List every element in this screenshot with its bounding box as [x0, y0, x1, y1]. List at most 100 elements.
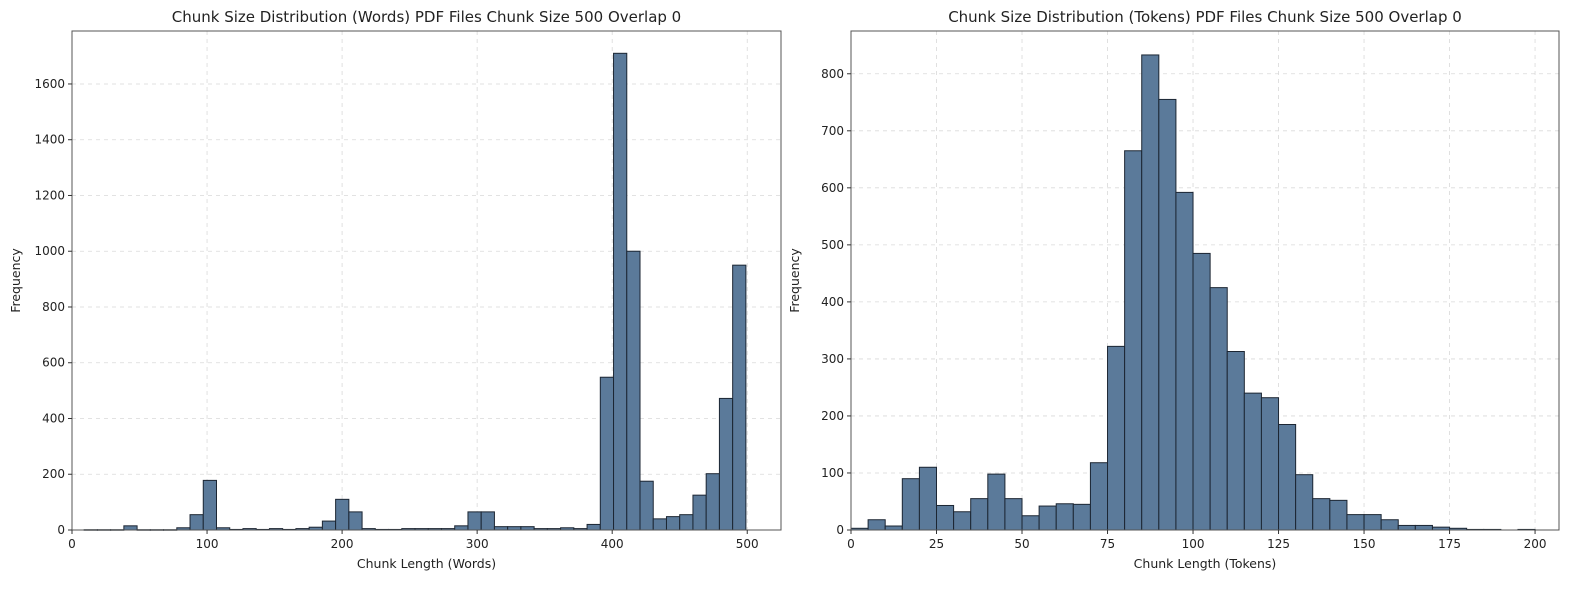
tokens-histogram-bar	[936, 504, 955, 531]
tokens-histogram-bar	[1363, 514, 1382, 531]
words-histogram-bar	[718, 397, 734, 531]
words-bars	[83, 52, 747, 531]
tokens-y-tick-label: 200	[821, 409, 844, 423]
words-y-tick-label: 600	[42, 356, 65, 370]
tokens-histogram-bar	[953, 511, 972, 531]
words-y-tick-label: 1400	[34, 133, 65, 147]
words-histogram-bar	[189, 514, 204, 531]
tokens-histogram-bar	[1209, 287, 1228, 531]
tokens-histogram-bar	[1055, 503, 1074, 531]
words-histogram-bar	[123, 525, 138, 531]
tokens-histogram-bar	[1004, 498, 1023, 531]
tokens-y-axis-label: Frequency	[787, 248, 802, 313]
tokens-histogram-bar	[1072, 503, 1091, 531]
tokens-y-tick-label: 100	[821, 466, 844, 480]
words-x-tick-label: 100	[196, 537, 219, 551]
words-histogram-bar	[454, 525, 469, 531]
tokens-histogram-bar	[1414, 524, 1433, 531]
tokens-x-tick-label: 100	[1182, 537, 1205, 551]
tokens-chart-title: Chunk Size Distribution (Tokens) PDF Fil…	[948, 8, 1462, 26]
tokens-histogram-bar	[1278, 423, 1297, 531]
tokens-histogram-bar	[1260, 397, 1280, 531]
tokens-bars	[850, 54, 1536, 531]
tokens-x-tick-label: 0	[847, 537, 855, 551]
words-x-tick-label: 400	[601, 537, 624, 551]
tokens-x-axis-label: Chunk Length (Tokens)	[1134, 556, 1277, 571]
tokens-histogram-bar	[1158, 98, 1177, 531]
tokens-histogram-bar	[884, 525, 903, 531]
words-chart-title: Chunk Size Distribution (Words) PDF File…	[172, 8, 681, 26]
tokens-histogram-bar	[1397, 524, 1416, 531]
tokens-histogram-bar	[918, 466, 938, 531]
tokens-y-tick-label: 400	[821, 295, 844, 309]
tokens-histogram-bar	[1312, 498, 1331, 531]
words-histogram-bar	[467, 511, 482, 531]
tokens-histogram-bar	[1021, 515, 1040, 531]
words-histogram-bar	[321, 520, 337, 531]
tokens-histogram-bar	[1295, 474, 1314, 531]
tokens-histogram-bar	[987, 473, 1006, 531]
words-histogram-bar	[599, 376, 615, 531]
tokens-y-tick-label: 600	[821, 181, 844, 195]
words-x-tick-label: 0	[68, 537, 76, 551]
words-histogram-bar	[626, 250, 641, 531]
tokens-histogram-bar	[970, 498, 989, 531]
tokens-x-tick-label: 25	[929, 537, 944, 551]
tokens-x-tick-label: 50	[1014, 537, 1029, 551]
tokens-y-tick-label: 0	[836, 523, 844, 537]
words-y-tick-label: 0	[57, 523, 65, 537]
words-histogram-bar	[732, 264, 747, 531]
tokens-y-tick-label: 300	[821, 352, 844, 366]
words-histogram-bar	[507, 526, 522, 531]
words-y-tick-label: 1000	[34, 244, 65, 258]
words-histogram-bar	[639, 480, 654, 531]
tokens-histogram-bar	[1089, 462, 1109, 531]
tokens-histogram-bar	[1038, 505, 1057, 531]
tokens-histogram-bar	[1175, 191, 1194, 531]
words-y-tick-label: 1200	[34, 188, 65, 202]
tokens-ticks: 0 25 50 75 100 125 150 175 200 0 100 200 300 400 500 60…	[821, 67, 1546, 551]
words-x-tick-label: 500	[736, 537, 759, 551]
words-histogram-bar	[586, 523, 601, 531]
tokens-plot-frame	[850, 30, 1560, 531]
tokens-histogram-bar	[1243, 392, 1262, 531]
tokens-histogram-bar	[1192, 252, 1211, 531]
words-histogram-bar	[520, 526, 535, 531]
tokens-histogram-bar	[1141, 54, 1160, 531]
tokens-histogram-bar	[1329, 499, 1348, 531]
words-histogram-chart: 0 100 200 300 400 500 0 200 400 600 800 1000 1200 140…	[8, 8, 782, 571]
words-plot-frame	[71, 30, 782, 531]
words-histogram-bar	[202, 479, 218, 531]
tokens-x-tick-label: 125	[1267, 537, 1290, 551]
words-x-tick-label: 300	[466, 537, 489, 551]
tokens-histogram-bar	[1346, 514, 1365, 531]
words-histogram-bar	[705, 473, 720, 531]
words-histogram-bar	[652, 518, 667, 531]
tokens-x-tick-label: 200	[1524, 537, 1547, 551]
tokens-histogram-bar	[1226, 351, 1245, 531]
words-histogram-bar	[348, 511, 363, 531]
tokens-histogram-bar	[1107, 345, 1126, 531]
words-gridlines	[71, 31, 781, 531]
tokens-y-tick-label: 700	[821, 124, 844, 138]
words-y-axis-label: Frequency	[8, 248, 23, 313]
tokens-y-tick-label: 800	[821, 67, 844, 81]
tokens-histogram-bar	[867, 519, 886, 531]
words-histogram-bar	[493, 526, 509, 531]
words-histogram-bar	[679, 514, 694, 531]
words-y-tick-label: 400	[42, 411, 65, 425]
words-ticks: 0 100 200 300 400 500 0 200 400 600 800 1000 1200 140…	[34, 77, 758, 551]
words-histogram-bar	[613, 52, 628, 531]
words-y-tick-label: 800	[42, 300, 65, 314]
words-histogram-bar	[335, 498, 350, 531]
tokens-x-tick-label: 175	[1438, 537, 1461, 551]
words-histogram-bar	[692, 494, 707, 531]
tokens-y-tick-label: 500	[821, 238, 844, 252]
words-x-axis-label: Chunk Length (Words)	[357, 556, 496, 571]
tokens-histogram-bar	[1124, 150, 1143, 531]
words-histogram-bar	[665, 516, 681, 531]
tokens-x-tick-label: 75	[1100, 537, 1115, 551]
tokens-histogram-chart: 0 25 50 75 100 125 150 175 200 0 100 200 300 400 500 60…	[787, 8, 1560, 571]
words-y-tick-label: 200	[42, 467, 65, 481]
